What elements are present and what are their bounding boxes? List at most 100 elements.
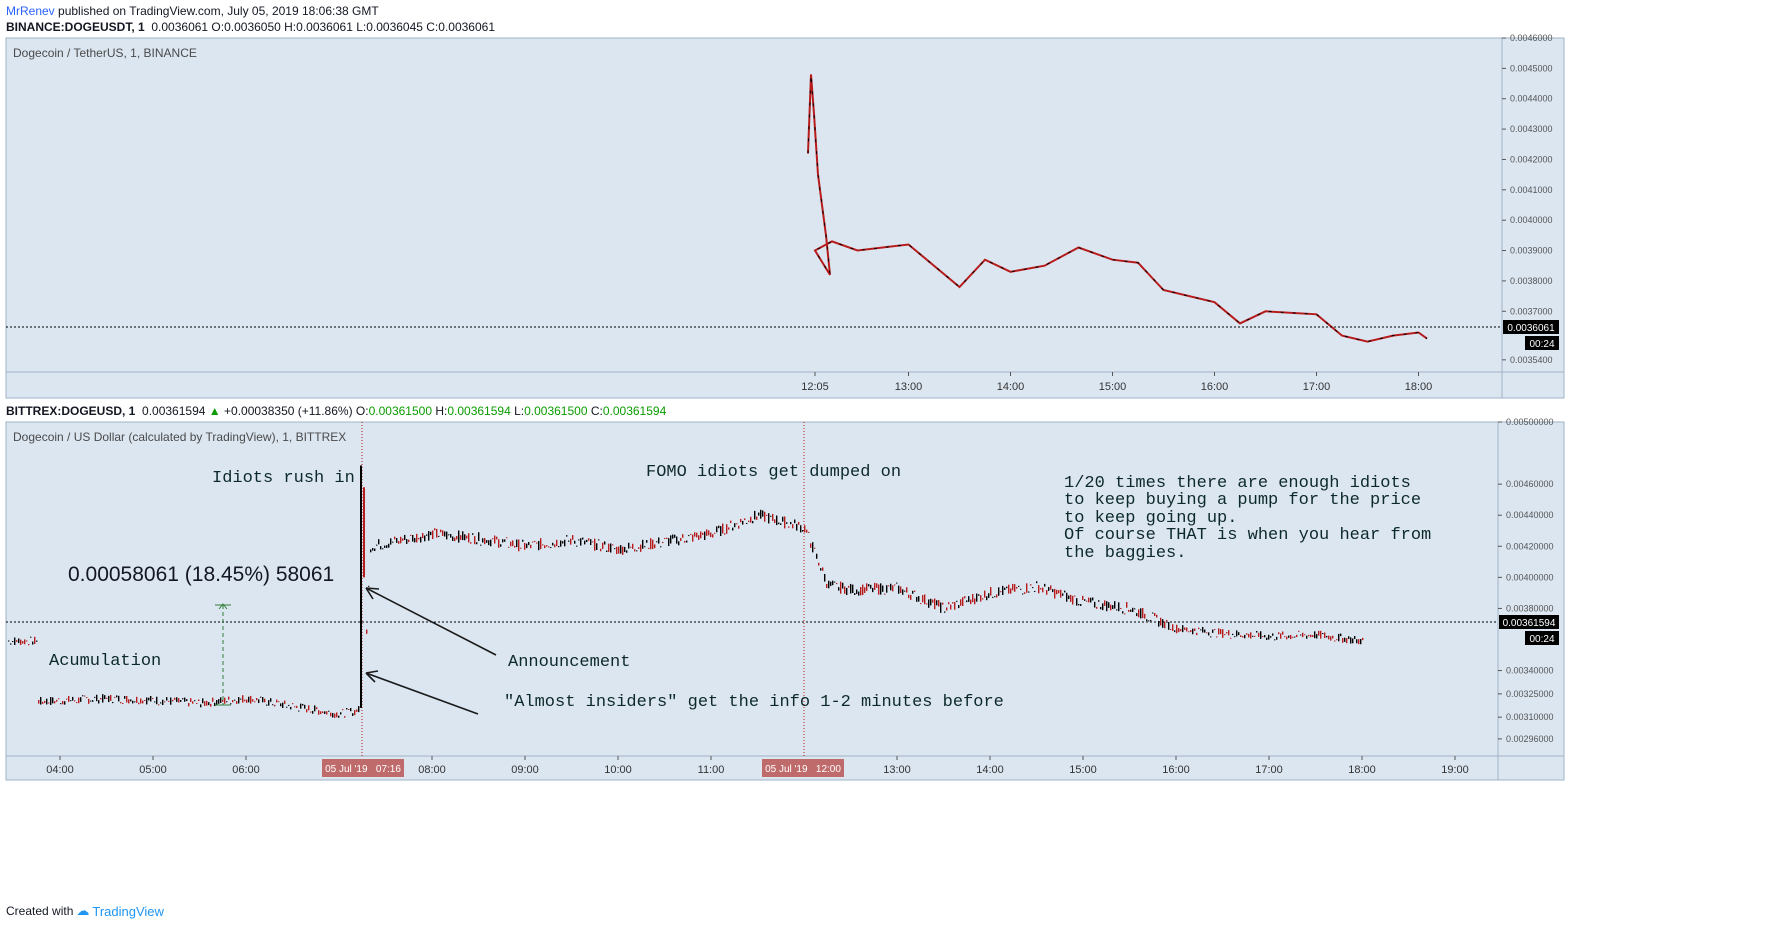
candle (450, 534, 452, 538)
candle (286, 706, 288, 708)
candle (872, 587, 874, 593)
candle (790, 521, 792, 525)
candle (768, 513, 770, 524)
bottom-time-axis[interactable] (5, 755, 1499, 781)
candle (144, 699, 146, 701)
top-price-chart[interactable]: Dogecoin / TetherUS, 1, BINANCE 0.004600… (0, 0, 1788, 400)
candle (586, 539, 588, 543)
candle (412, 535, 414, 542)
accumulation-label[interactable]: Acumulation (49, 652, 161, 671)
insiders-arrow[interactable] (365, 670, 479, 715)
candle (566, 535, 568, 537)
candle (1240, 635, 1242, 638)
candle (1292, 636, 1294, 638)
candle (28, 644, 30, 646)
insiders-label[interactable]: "Almost insiders" get the info 1-2 minut… (504, 693, 1004, 712)
measure-label[interactable]: 0.00058061 (18.45%) 58061 (68, 563, 334, 586)
tradingview-brand-link[interactable]: TradingView (92, 903, 164, 919)
top-x-tick-label: 18:00 (1405, 381, 1433, 393)
candle (168, 700, 170, 702)
candle (996, 594, 998, 598)
candle (424, 535, 426, 542)
measure-tool[interactable] (215, 603, 231, 706)
candle (378, 539, 380, 545)
candle (1052, 589, 1054, 593)
candle (1276, 636, 1278, 640)
candle (1282, 631, 1284, 635)
candle (1174, 630, 1176, 633)
candle (460, 535, 462, 540)
bottom-x-tick-label: 08:00 (418, 764, 446, 776)
candle (836, 583, 838, 585)
candle (572, 535, 574, 540)
candle (780, 523, 782, 526)
candle (1206, 632, 1208, 634)
candle (580, 538, 582, 546)
author-link[interactable]: MrRenev (6, 4, 55, 18)
candle (1270, 636, 1272, 638)
candle (230, 703, 232, 705)
candle (832, 580, 834, 586)
candle (1104, 600, 1106, 606)
candle (470, 542, 472, 544)
candle (612, 544, 614, 546)
candle (504, 539, 506, 542)
candle (968, 596, 970, 602)
candle (1048, 587, 1050, 591)
candle (684, 540, 686, 543)
candle (1074, 595, 1076, 597)
candle (644, 546, 646, 548)
candle (1032, 587, 1034, 589)
candle (674, 534, 676, 538)
candle (978, 594, 980, 596)
top-price-axis[interactable] (1501, 37, 1565, 373)
candle (400, 536, 402, 544)
candle (848, 585, 850, 588)
candle (308, 705, 310, 711)
footer: Created with ☁ TradingView (6, 903, 164, 919)
candle (136, 696, 138, 703)
bottom-y-tick-label: 0.00325000 (1506, 689, 1554, 699)
candle (1256, 630, 1258, 633)
top-y-ticks: 0.0046000 0.0045000 0.0044000 0.0043000 0.00… (1502, 33, 1553, 365)
candle (1300, 634, 1302, 636)
candle (1124, 613, 1126, 615)
announcement-label[interactable]: Announcement (508, 653, 630, 672)
candle (788, 526, 790, 528)
candle (1006, 586, 1008, 589)
bottom-y-tick-label: 0.00340000 (1506, 666, 1554, 676)
candle (1134, 608, 1136, 610)
candle (1302, 632, 1304, 638)
candle (210, 703, 212, 707)
note-block[interactable]: 1/20 times there are enough idiots to ke… (1064, 474, 1431, 563)
idiots-rush-label[interactable]: Idiots rush in (212, 469, 355, 488)
candle (332, 713, 334, 718)
candle (30, 636, 32, 638)
top-y-tick-label: 0.0039000 (1510, 246, 1553, 256)
candle (228, 696, 230, 700)
candle (284, 700, 286, 704)
candle (1080, 604, 1082, 606)
bottom-x-tick-label: 17:00 (1255, 764, 1283, 776)
bottom-price-axis[interactable] (1497, 421, 1565, 757)
bottom-y-tick-label: 0.00460000 (1506, 479, 1554, 489)
candle (898, 585, 900, 594)
candle (298, 710, 300, 712)
candle (522, 539, 524, 542)
candle (668, 538, 670, 547)
candle (760, 509, 762, 519)
candle (34, 636, 36, 644)
candle (502, 539, 504, 543)
candle (912, 590, 914, 594)
candle (934, 598, 936, 610)
candle (1054, 588, 1056, 599)
candle (1250, 632, 1252, 639)
candle (190, 698, 192, 703)
announcement-arrow[interactable] (365, 587, 497, 656)
candle (1204, 629, 1206, 633)
fomo-label[interactable]: FOMO idiots get dumped on (646, 463, 901, 482)
candle (436, 528, 438, 538)
candle (198, 699, 200, 702)
top-time-axis[interactable] (5, 371, 1503, 399)
